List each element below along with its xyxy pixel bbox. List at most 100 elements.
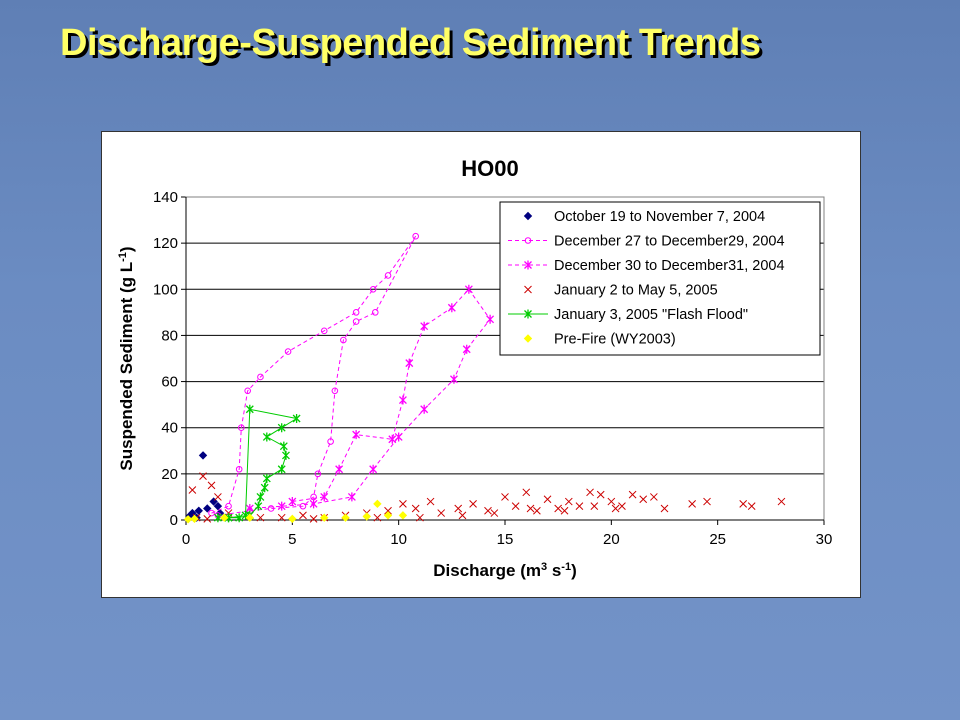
data-point xyxy=(314,470,322,478)
data-point xyxy=(224,513,233,523)
data-point xyxy=(203,514,212,523)
data-point xyxy=(490,509,499,517)
data-point xyxy=(220,513,229,522)
data-point xyxy=(373,513,382,522)
x-axis-label: Discharge (m3 s-1) xyxy=(433,561,576,580)
y-tick-label: 140 xyxy=(153,189,178,206)
data-point xyxy=(688,499,697,508)
data-point xyxy=(411,504,420,513)
data-point xyxy=(245,513,255,522)
data-point xyxy=(299,502,307,510)
data-point xyxy=(284,348,292,355)
series-2 xyxy=(245,284,495,513)
series-line xyxy=(249,288,491,509)
series-1 xyxy=(208,232,419,519)
scatter-chart: HO00 0 20 40 60 80 100 120 140 0 5 10 15 20 25 30 Discha… xyxy=(117,156,832,580)
y-axis-label-sup: -1 xyxy=(117,252,129,262)
x-axis-label-sup: 3 xyxy=(541,561,547,573)
data-point xyxy=(235,513,244,523)
y-tick-label: 120 xyxy=(153,235,178,252)
data-point xyxy=(596,490,605,499)
data-point xyxy=(352,430,361,440)
legend-marker xyxy=(524,309,532,319)
data-point xyxy=(405,358,414,368)
x-axis-label-part: Discharge (m xyxy=(433,561,541,580)
data-point xyxy=(412,232,419,240)
legend-label: January 2 to May 5, 2005 xyxy=(554,283,718,299)
data-point xyxy=(618,502,626,511)
data-point xyxy=(190,514,199,524)
data-point xyxy=(554,504,563,513)
data-point xyxy=(327,438,334,445)
data-point xyxy=(484,506,492,515)
data-point xyxy=(388,434,397,444)
data-point xyxy=(586,488,594,497)
x-tick-label: 0 xyxy=(182,531,190,548)
data-point xyxy=(288,514,297,524)
data-point xyxy=(394,432,403,442)
data-point xyxy=(362,512,371,521)
data-point xyxy=(371,309,379,316)
x-tick-label: 25 xyxy=(709,531,726,548)
x-tick-label: 15 xyxy=(497,531,514,548)
data-point xyxy=(564,497,573,506)
y-tick-label: 40 xyxy=(161,420,178,437)
y-tick-label: 0 xyxy=(170,512,178,529)
data-point xyxy=(331,387,339,395)
x-tick-label: 10 xyxy=(390,531,407,548)
legend-item: October 19 to November 7, 2004 xyxy=(523,209,765,225)
data-point xyxy=(292,413,301,423)
data-point xyxy=(420,321,429,331)
data-point xyxy=(639,495,648,504)
data-point xyxy=(437,509,446,517)
y-tick-label: 60 xyxy=(161,374,178,391)
data-point xyxy=(213,501,223,511)
slide-title: Discharge-Suspended Sediment Trends xyxy=(60,22,761,64)
data-point xyxy=(486,314,495,324)
y-tick-label: 20 xyxy=(161,466,178,483)
data-point xyxy=(244,387,251,395)
y-axis-label-part: ) xyxy=(117,246,136,252)
data-point xyxy=(384,272,392,279)
data-point xyxy=(203,504,212,513)
chart-title: HO00 xyxy=(461,156,518,181)
legend-marker xyxy=(524,237,532,244)
data-point xyxy=(237,424,245,432)
legend-item: December 27 to December29, 2004 xyxy=(508,234,785,250)
data-point xyxy=(214,493,222,501)
chart-container: HO00 0 20 40 60 80 100 120 140 0 5 10 15 20 25 30 Discha… xyxy=(101,131,861,598)
data-point xyxy=(420,404,429,414)
legend-label: December 30 to December31, 2004 xyxy=(554,258,785,274)
data-point xyxy=(257,373,264,381)
data-point xyxy=(288,497,297,507)
data-point xyxy=(469,499,477,508)
x-axis-label-sup: -1 xyxy=(561,561,571,573)
data-point xyxy=(194,506,203,515)
x-tick-label: 20 xyxy=(603,531,620,548)
legend-item: Pre-Fire (WY2003) xyxy=(523,332,676,348)
data-point xyxy=(235,465,243,473)
data-point xyxy=(347,492,356,502)
data-point xyxy=(458,511,467,520)
data-point xyxy=(450,374,458,384)
data-point xyxy=(511,502,520,511)
data-point xyxy=(398,395,407,405)
legend-marker xyxy=(524,285,532,294)
data-point xyxy=(384,506,392,515)
data-point xyxy=(703,497,711,506)
legend-label: January 3, 2005 "Flash Flood" xyxy=(554,307,748,323)
data-point xyxy=(650,493,658,501)
data-point xyxy=(320,492,329,502)
data-point xyxy=(543,495,552,504)
data-point xyxy=(739,499,748,508)
data-point xyxy=(590,502,599,511)
data-point xyxy=(320,327,328,335)
legend-item: January 2 to May 5, 2005 xyxy=(524,283,718,299)
data-point xyxy=(369,464,378,474)
data-point xyxy=(279,441,288,451)
data-point xyxy=(199,472,207,481)
data-point xyxy=(335,464,344,474)
data-point xyxy=(383,511,393,520)
data-point xyxy=(277,464,286,474)
data-point xyxy=(309,514,318,523)
